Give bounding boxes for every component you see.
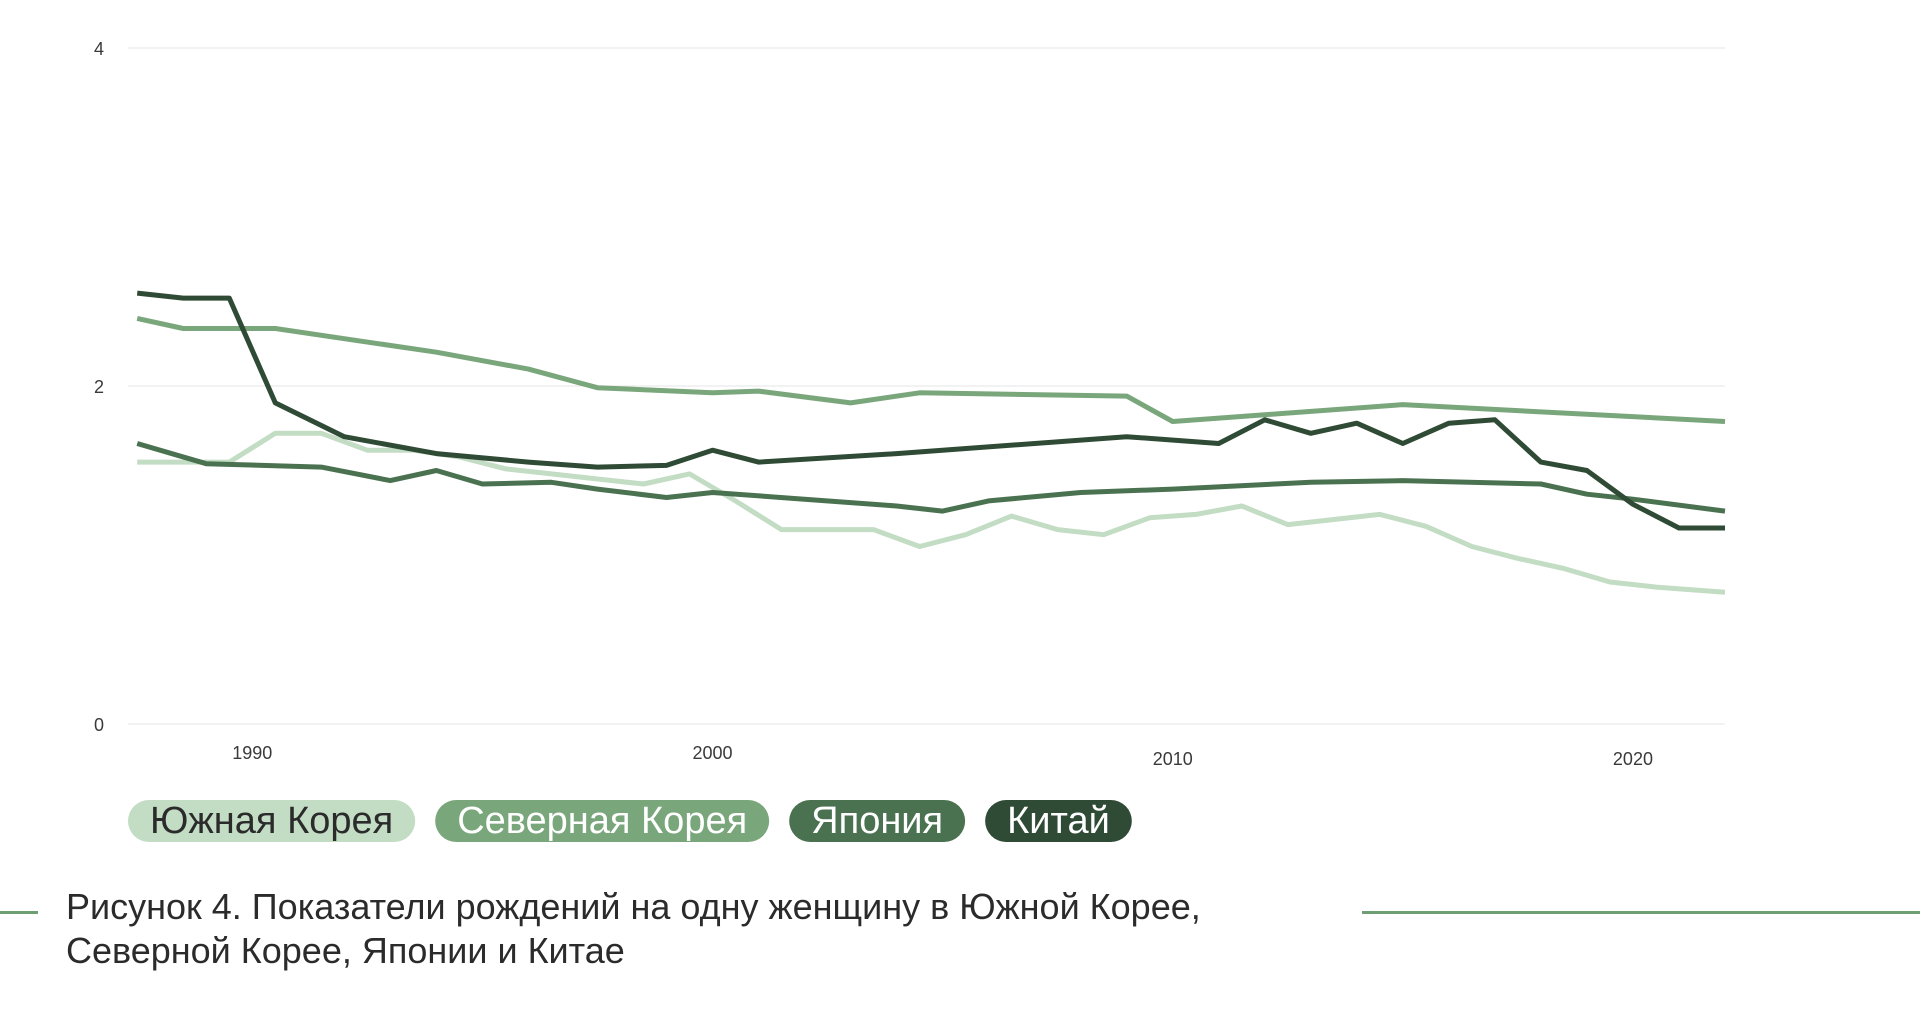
legend-pill [789, 800, 966, 842]
series-layer [136, 290, 1726, 595]
x-tick-label: 2020 [1613, 749, 1653, 769]
grid-layer [128, 47, 1725, 725]
caption-rule-left [0, 911, 38, 914]
legend-label: Китай [1007, 800, 1110, 842]
y-axis-ticks: 0 2 4 [94, 39, 104, 735]
x-tick-label: 2000 [692, 743, 732, 763]
legend-label: Южная Корея [150, 800, 393, 842]
legend-label: Япония [811, 800, 943, 842]
series-line-2 [136, 441, 1726, 514]
x-tick-label: 1990 [232, 743, 272, 763]
legend-pill [985, 800, 1132, 842]
legend-item-3: Китай [985, 800, 1132, 842]
legend-item-2: Япония [789, 800, 966, 842]
caption-rule-right [1362, 911, 1920, 914]
legend-item-0: Южная Корея [128, 800, 416, 842]
series-line-0 [137, 430, 1726, 595]
y-tick-label: 2 [94, 377, 104, 397]
x-axis-ticks: 1990 2000 2010 2020 [232, 743, 1653, 769]
series-line-3 [136, 290, 1725, 531]
figure-caption: Рисунок 4. Показатели рождений на одну ж… [66, 886, 1201, 971]
y-tick-label: 0 [94, 715, 104, 735]
x-tick-label: 2010 [1153, 749, 1193, 769]
legend-label: Северная Корея [457, 800, 747, 842]
legend: Южная Корея Северная Корея Япония Китай [128, 800, 1132, 842]
series-line-1 [136, 315, 1726, 424]
legend-pill [435, 800, 770, 842]
legend-item-1: Северная Корея [435, 800, 770, 842]
legend-pill [128, 800, 416, 842]
y-tick-label: 4 [94, 39, 104, 59]
